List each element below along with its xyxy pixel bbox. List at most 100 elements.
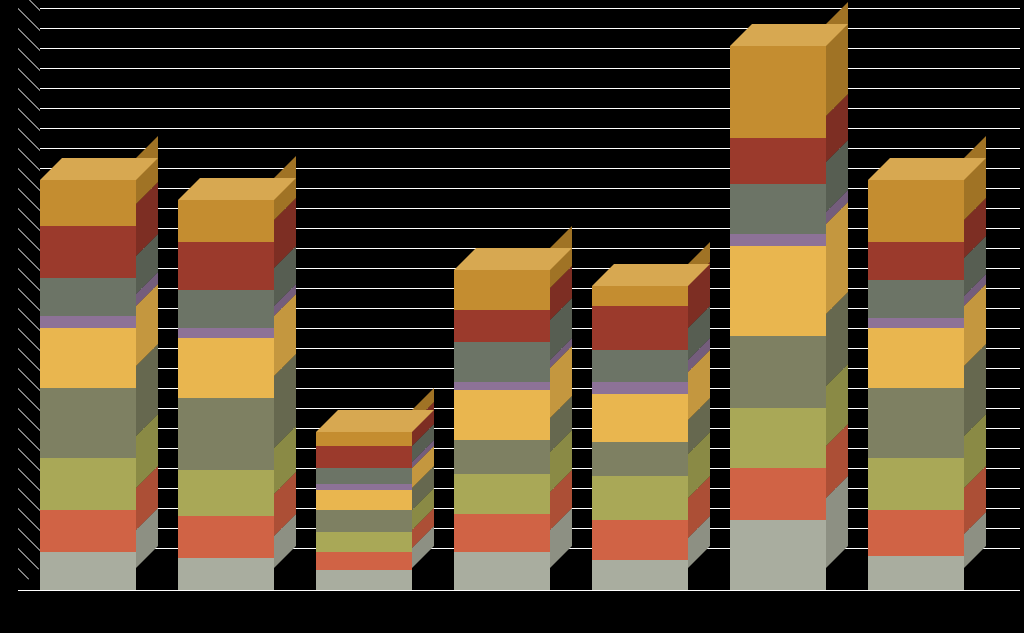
bar-segment	[592, 442, 688, 476]
bar-segment	[454, 514, 550, 552]
bar-segment	[592, 520, 688, 560]
bar-segment	[592, 350, 688, 382]
bar-segment	[178, 558, 274, 590]
bar-segment	[868, 328, 964, 388]
gridline-side	[18, 228, 40, 251]
gridline-side	[18, 328, 40, 351]
gridline-side	[18, 28, 40, 51]
gridline-side	[18, 8, 40, 31]
bar-segment	[454, 270, 550, 310]
bar-segment	[178, 200, 274, 242]
bar-segment	[316, 432, 412, 446]
bar-segment	[592, 306, 688, 350]
bar-segment	[454, 474, 550, 514]
bar-segment	[316, 490, 412, 510]
bar-segment	[178, 242, 274, 290]
bar-segment	[868, 180, 964, 242]
bar-segment	[316, 570, 412, 590]
bar-segment	[40, 226, 136, 278]
bar-segment	[730, 468, 826, 520]
bar	[40, 0, 158, 633]
bar-segment	[730, 138, 826, 184]
gridline-side	[18, 468, 40, 491]
bar-segment	[40, 458, 136, 510]
bar-segment	[178, 328, 274, 338]
bar-segment	[316, 468, 412, 484]
bar	[454, 0, 572, 633]
bar-segment	[178, 470, 274, 516]
bar-segment	[316, 446, 412, 468]
bar-segment	[454, 382, 550, 390]
bar-segment	[40, 278, 136, 316]
gridline-side	[18, 308, 40, 331]
gridline-side	[18, 428, 40, 451]
bar	[178, 0, 296, 633]
gridline-side	[18, 108, 40, 131]
bar-segment	[40, 552, 136, 590]
gridline-side	[18, 68, 40, 91]
gridline-side	[18, 168, 40, 191]
gridline-side	[18, 248, 40, 271]
bar-segment	[316, 510, 412, 532]
gridline-side	[18, 508, 40, 531]
bar-segment	[868, 510, 964, 556]
bar	[592, 0, 710, 633]
bar-segment	[868, 388, 964, 458]
gridline-side	[18, 448, 40, 471]
gridline-side	[18, 148, 40, 171]
gridline-side	[18, 0, 40, 11]
bar-segment	[868, 556, 964, 590]
bar-segment	[178, 516, 274, 558]
bar-segment	[316, 552, 412, 570]
stacked-3d-bar-chart	[0, 0, 1024, 633]
gridline-side	[18, 288, 40, 311]
gridline-side	[18, 268, 40, 291]
bar-segment	[40, 328, 136, 388]
bar-segment	[868, 458, 964, 510]
gridline-side	[18, 48, 40, 71]
gridline-side	[18, 368, 40, 391]
bar-segment	[868, 242, 964, 280]
bar-segment	[868, 280, 964, 318]
bar-segment	[592, 560, 688, 590]
bar-segment	[592, 286, 688, 306]
bar	[316, 0, 434, 633]
bar-segment	[40, 316, 136, 328]
bar-segment	[730, 184, 826, 234]
gridline-side	[18, 188, 40, 211]
bar-segment	[592, 476, 688, 520]
bar	[730, 0, 848, 633]
bar-segment	[40, 180, 136, 226]
bar-segment	[730, 520, 826, 590]
bar-segment	[730, 234, 826, 246]
bar	[868, 0, 986, 633]
bar-segment	[178, 398, 274, 470]
bar-segment	[316, 532, 412, 552]
bar-segment	[454, 342, 550, 382]
gridline-side	[18, 128, 40, 151]
bar-segment	[178, 338, 274, 398]
bar-segment	[454, 440, 550, 474]
gridline-side	[18, 88, 40, 111]
bar-segment	[316, 484, 412, 490]
bar-segment	[454, 552, 550, 590]
bar-segment	[730, 336, 826, 408]
bar-segment	[730, 46, 826, 138]
gridline-side	[18, 348, 40, 371]
bar-segment	[592, 394, 688, 442]
gridline-side	[18, 528, 40, 551]
bar-segment	[730, 246, 826, 336]
bar-segment	[730, 408, 826, 468]
gridline-side	[18, 408, 40, 431]
bar-segment	[868, 318, 964, 328]
bar-segment	[454, 390, 550, 440]
bar-segment	[40, 510, 136, 552]
bar-segment	[592, 382, 688, 394]
bar-segment	[178, 290, 274, 328]
bar-segment	[40, 388, 136, 458]
gridline-side	[18, 208, 40, 231]
bar-segment	[454, 310, 550, 342]
gridline-side	[18, 488, 40, 511]
gridline-side	[18, 388, 40, 411]
gridline-side	[18, 548, 40, 571]
